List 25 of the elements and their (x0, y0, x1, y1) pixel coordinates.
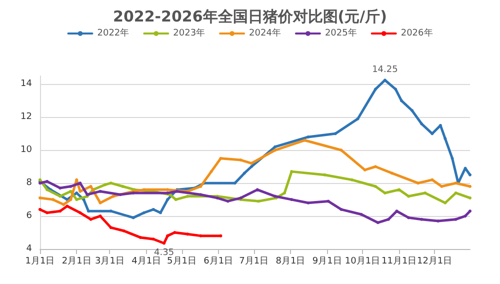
x-tick-label: 5月1日 (167, 256, 196, 266)
x-tick-label: 7月1日 (239, 256, 269, 266)
y-tick-label: 14 (20, 79, 32, 90)
legend-label: 2026年 (400, 28, 433, 38)
annotation: 14.25 (372, 65, 398, 76)
legend-label: 2024年 (249, 28, 281, 38)
x-tick-label: 6月1日 (204, 256, 234, 266)
chart-title: 2022-2026年全国日猪价对比图(元/斤) (113, 8, 387, 26)
x-tick-label: 9月1日 (312, 256, 342, 266)
y-tick-label: 8 (26, 178, 32, 188)
x-tick-label: 2月1日 (62, 256, 92, 266)
x-tick-label: 1月1日 (25, 256, 55, 266)
y-tick-label: 4 (26, 244, 32, 254)
y-tick-label: 10 (20, 145, 32, 156)
legend-label: 2025年 (324, 28, 357, 38)
legend-label: 2023年 (173, 28, 206, 38)
y-tick-label: 6 (26, 211, 32, 222)
legend-label: 2022年 (97, 28, 130, 38)
x-tick-label: 4月1日 (132, 256, 162, 266)
x-tick-label: 3月1日 (94, 256, 124, 266)
x-tick-label: 8月1日 (276, 256, 306, 266)
x-tick-label: 11月1日 (382, 256, 417, 266)
y-tick-label: 12 (20, 112, 32, 122)
x-tick-label: 12月1日 (416, 256, 452, 266)
x-tick-label: 10月1日 (344, 256, 380, 266)
